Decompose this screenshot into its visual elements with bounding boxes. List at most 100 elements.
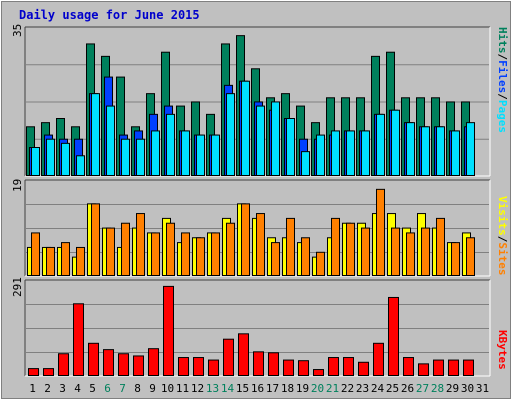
pages-bar [346, 130, 355, 177]
kbytes-bar [43, 368, 54, 377]
visits-panel-legend: Visits/Sites [496, 196, 509, 276]
kbytes-bar [313, 369, 324, 377]
sites-bar [196, 237, 205, 276]
pages-bar [406, 122, 415, 177]
pages-bar [136, 138, 145, 176]
kbytes-bar [223, 338, 234, 376]
x-tick-label: 3 [59, 382, 66, 395]
kbytes-bar [328, 357, 339, 376]
pages-bar [421, 126, 430, 176]
kbytes-bar [208, 359, 219, 377]
pages-bar [91, 93, 100, 176]
chart-title: Daily usage for June 2015 [19, 8, 200, 22]
sites-bar [421, 227, 430, 276]
x-tick-label: 1 [29, 382, 36, 395]
x-tick-label: 17 [266, 382, 279, 395]
kbytes-bar [178, 357, 189, 376]
legend-hits: Hits [496, 27, 509, 54]
sites-bar [406, 232, 415, 276]
kbytes-bar [403, 357, 414, 376]
kbytes-bar [58, 353, 69, 377]
x-tick-label: 26 [401, 382, 414, 395]
x-tick-label: 2 [44, 382, 51, 395]
sites-bar [166, 222, 175, 277]
kbytes-bar [88, 342, 99, 377]
x-tick-label: 28 [431, 382, 444, 395]
pages-bar [286, 118, 295, 176]
sites-bar [466, 237, 475, 276]
kbytes-panel-ymax: 291 [11, 277, 24, 297]
kbytes-bar [118, 353, 129, 377]
kbytes-bar [73, 303, 84, 376]
kbytes-bar [28, 368, 39, 377]
pages-bar [241, 80, 250, 176]
pages-bar [226, 93, 235, 176]
sites-bar [106, 227, 115, 276]
x-tick-label: 13 [206, 382, 219, 395]
sites-bar [76, 246, 85, 277]
legend-pages: Pages [496, 99, 509, 133]
sites-bar [151, 232, 160, 276]
pages-bar [46, 138, 55, 176]
x-tick-label: 21 [326, 382, 339, 395]
pages-bar [31, 147, 40, 176]
kbytes-bar [133, 355, 144, 376]
x-tick-label: 14 [221, 382, 235, 395]
x-tick-label: 11 [176, 382, 189, 395]
sites-bar [256, 213, 265, 276]
x-tick-label: 22 [341, 382, 354, 395]
kbytes-bar [298, 360, 309, 377]
kbytes-bar [463, 359, 474, 377]
pages-bar [376, 113, 385, 176]
kbytes-bar [193, 357, 204, 376]
pages-bar [196, 134, 205, 176]
hits-panel-legend: Hits/Files/Pages [496, 27, 509, 133]
sites-bar [301, 237, 310, 276]
sites-bar [271, 242, 280, 277]
visits-panel-ymax: 19 [11, 178, 24, 192]
kbytes-bar [433, 359, 444, 377]
kbytes-bar [253, 351, 264, 377]
x-tick-label: 31 [476, 382, 489, 395]
sites-bar [31, 232, 40, 276]
x-tick-label: 15 [236, 382, 249, 395]
legend-visits: Visits [496, 196, 509, 236]
x-tick-label: 18 [281, 382, 294, 395]
x-tick-label: 24 [371, 382, 385, 395]
x-tick-label: 9 [149, 382, 156, 395]
sites-bar [91, 203, 100, 276]
sites-bar [376, 188, 385, 276]
kbytes-bar [388, 296, 399, 376]
sites-bar [136, 213, 145, 276]
pages-bar [436, 126, 445, 176]
x-tick-label: 16 [251, 382, 264, 395]
legend-kbytes: KBytes [496, 330, 509, 370]
pages-bar [181, 130, 190, 177]
pages-bar [211, 134, 220, 176]
legend-sites: Sites [496, 242, 509, 276]
pages-bar [361, 130, 370, 177]
kbytes-bar [373, 342, 384, 377]
sites-bar [391, 227, 400, 276]
pages-bar [106, 105, 115, 176]
sites-bar [286, 217, 295, 276]
x-tick-label: 30 [461, 382, 474, 395]
sites-bar [181, 232, 190, 276]
x-tick-label: 25 [386, 382, 399, 395]
x-tick-label: 6 [104, 382, 111, 395]
pages-bar [331, 130, 340, 177]
x-tick-label: 10 [161, 382, 174, 395]
pages-bar [166, 113, 175, 176]
pages-bar [466, 122, 475, 177]
sites-bar [211, 232, 220, 276]
x-tick-label: 29 [446, 382, 459, 395]
sites-bar [61, 242, 70, 277]
pages-bar [301, 151, 310, 176]
sites-bar [241, 203, 250, 276]
x-tick-label: 20 [311, 382, 324, 395]
x-tick-label: 5 [89, 382, 96, 395]
kbytes-bar [418, 363, 429, 376]
kbytes-bar [103, 349, 114, 376]
